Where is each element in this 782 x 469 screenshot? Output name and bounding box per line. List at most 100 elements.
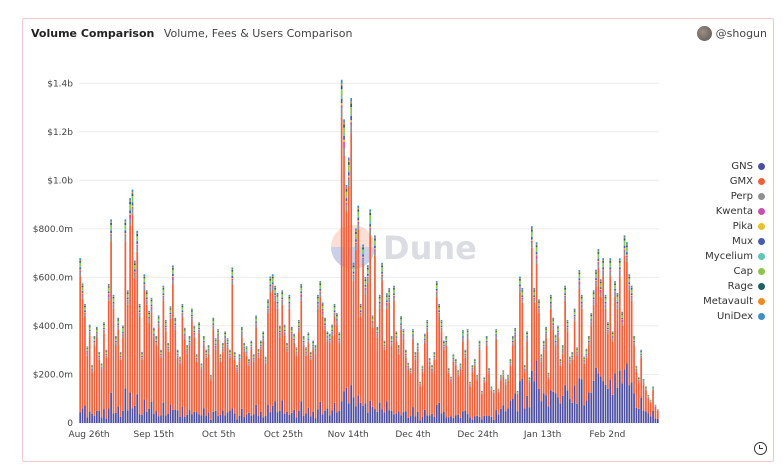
bar-segment-rage <box>561 346 564 348</box>
bar-segment-unidex <box>457 370 459 371</box>
bar-segment-gmx <box>438 317 440 403</box>
bar-segment-cap <box>338 334 341 337</box>
bar-segment-pika <box>395 337 398 339</box>
bar-segment-pika <box>110 233 112 235</box>
bar-segment-rage <box>150 299 153 302</box>
bar-segment-unidex <box>511 336 514 338</box>
bar-segment-metavault <box>129 200 131 202</box>
bar-segment-perp <box>283 332 286 336</box>
bar-segment-mux <box>362 254 364 257</box>
bar-segment-metavault <box>595 271 597 273</box>
bar-segment-kwenta <box>198 329 200 331</box>
bar-segment-pika <box>333 312 336 313</box>
bar-segment-rage <box>357 209 360 212</box>
bar-segment-unidex <box>440 320 443 322</box>
bar-segment-perp <box>100 368 103 370</box>
legend-item-cap[interactable]: Cap <box>703 264 765 279</box>
bar-segment-rage <box>202 337 205 339</box>
bar-segment-mycelium <box>333 309 336 311</box>
bar-segment-pika <box>545 333 547 335</box>
bar-segment-rage <box>293 335 295 337</box>
bar-segment-gns <box>385 401 388 423</box>
bar-segment-gmx <box>454 365 457 416</box>
bar-segment-perp <box>262 339 265 342</box>
bar-segment-mux <box>462 336 464 338</box>
bar-segment-rage <box>81 285 84 288</box>
bar-segment-metavault <box>107 285 110 287</box>
bar-segment-gns <box>481 419 483 423</box>
bar-segment-gmx <box>464 357 467 411</box>
bar-segment-unidex <box>312 340 314 342</box>
bar-segment-cap <box>414 354 417 356</box>
author-link[interactable]: @shogun <box>696 26 767 41</box>
bar-segment-pika <box>633 341 635 343</box>
bar-segment-cap <box>283 327 286 330</box>
bar-segment-kwenta <box>238 359 241 361</box>
bar-segment-cap <box>528 378 531 380</box>
bar-segment-mux <box>98 355 101 357</box>
bar-segment-gmx <box>471 372 474 420</box>
legend-item-gns[interactable]: GNS <box>703 159 765 174</box>
x-tick-label: Oct 25th <box>264 430 303 440</box>
bar-segment-kwenta <box>509 363 512 365</box>
bar-segment-unidex <box>264 356 267 358</box>
bar-segment-mycelium <box>478 344 481 346</box>
bar-segment-rage <box>321 304 324 306</box>
bar-segment-gmx <box>86 355 89 418</box>
legend-swatch <box>758 298 765 305</box>
bar-segment-kwenta <box>162 295 165 298</box>
bar-segment-cap <box>440 322 443 326</box>
legend-item-rage[interactable]: Rage <box>703 279 765 294</box>
bar-segment-gns <box>252 414 255 423</box>
bar-segment-rage <box>538 301 540 303</box>
bar-segment-mux <box>352 271 355 274</box>
bar-segment-gns <box>172 409 174 423</box>
legend-item-mycelium[interactable]: Mycelium <box>703 249 765 264</box>
bar-segment-kwenta <box>583 361 585 363</box>
bar-segment-mux <box>224 336 227 338</box>
bar-segment-gmx <box>614 296 616 374</box>
bar-segment-metavault <box>255 316 257 318</box>
legend-item-unidex[interactable]: UniDex <box>703 309 765 324</box>
bar-segment-rage <box>276 295 279 297</box>
legend-item-pika[interactable]: Pika <box>703 219 765 234</box>
bar-segment-gns <box>243 417 246 423</box>
bar-segment-metavault <box>290 328 293 329</box>
bar-segment-gns <box>595 367 597 423</box>
bar-segment-perp <box>490 389 493 391</box>
bar-segment-perp <box>569 362 571 364</box>
bar-segment-cap <box>400 319 402 322</box>
bar-segment-rage <box>281 292 284 294</box>
bar-segment-gmx <box>160 357 162 416</box>
bar-segment-unidex <box>214 338 217 340</box>
bar-segment-unidex <box>307 332 310 334</box>
bar-segment-perp <box>364 290 367 295</box>
bar-segment-gns <box>179 416 181 423</box>
bar-segment-rage <box>183 329 186 331</box>
bar-segment-rage <box>464 351 467 352</box>
legend-item-gmx[interactable]: GMX <box>703 174 765 189</box>
bar-segment-gns <box>621 383 624 423</box>
bar-segment-rage <box>226 339 229 341</box>
bar-segment-pika <box>580 303 583 305</box>
bar-segment-rage <box>635 366 638 368</box>
legend-item-perp[interactable]: Perp <box>703 189 765 204</box>
legend-item-metavault[interactable]: Metavault <box>703 294 765 309</box>
bar-segment-mycelium <box>217 333 219 335</box>
bar-segment-perp <box>400 326 402 330</box>
bar-segment-mux <box>243 347 246 349</box>
clock-icon[interactable] <box>754 442 767 455</box>
bar-segment-perp <box>110 236 112 242</box>
bar-segment-metavault <box>88 325 91 327</box>
bar-segment-gmx <box>495 339 498 411</box>
bar-segment-kwenta <box>623 249 626 251</box>
bar-segment-mux <box>174 323 177 325</box>
legend-item-mux[interactable]: Mux <box>703 234 765 249</box>
legend-item-kwenta[interactable]: Kwenta <box>703 204 765 219</box>
bar-segment-mux <box>549 301 552 304</box>
bar-segment-gmx <box>530 247 533 371</box>
bar-segment-mycelium <box>364 284 367 285</box>
bar-segment-cap <box>95 329 98 332</box>
bar-segment-unidex <box>181 304 184 306</box>
bar-segment-rage <box>236 366 238 367</box>
